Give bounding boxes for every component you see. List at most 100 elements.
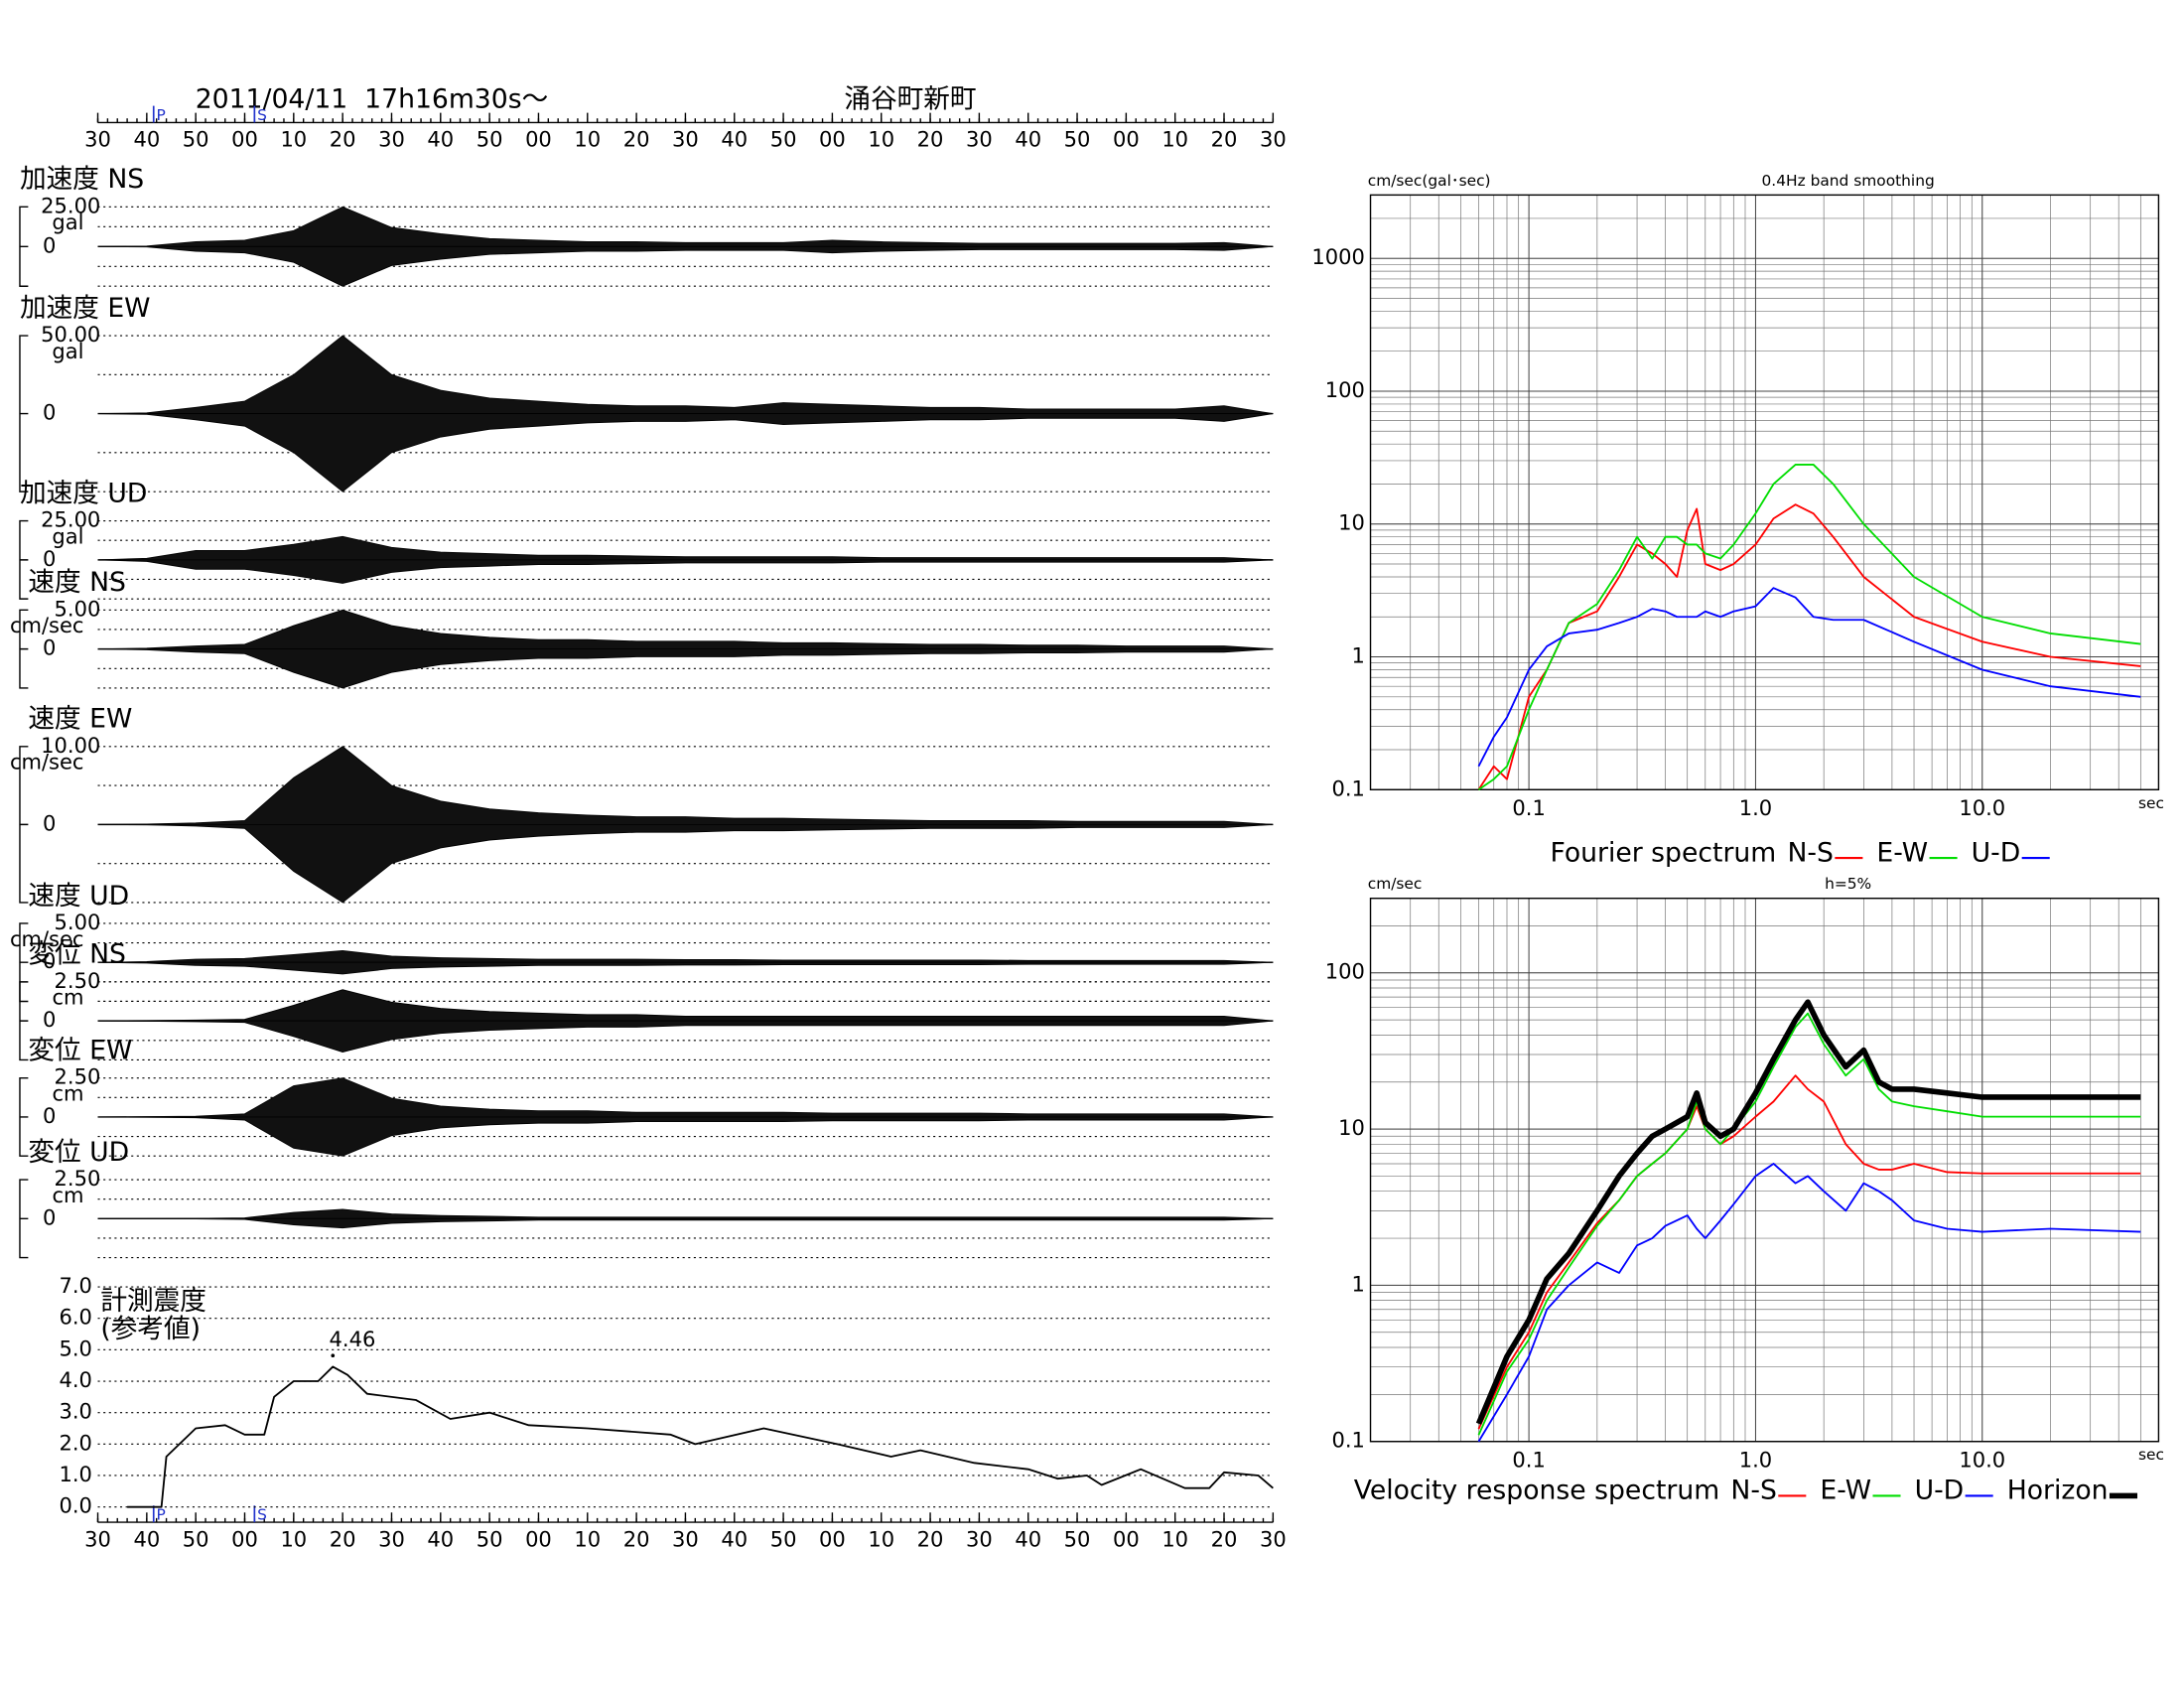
time-tick-label: 20	[1211, 127, 1238, 152]
spectrum-line	[1477, 1012, 2141, 1436]
time-tick-label: 20	[917, 1526, 944, 1551]
time-tick-label: 50	[1064, 1526, 1091, 1551]
record-datetime: 2011/04/11 17h16m30s～	[196, 83, 549, 114]
scale-label: 10.00	[41, 733, 100, 758]
time-tick-label: 30	[378, 127, 405, 152]
spectrum-line	[1477, 1074, 2141, 1430]
peak-label: 4.46	[330, 1327, 376, 1351]
spectrum-line	[1477, 587, 2141, 768]
panel-bracket	[19, 922, 29, 1003]
time-tick-label: 50	[183, 1526, 209, 1551]
time-tick-label: 10	[574, 1526, 601, 1551]
envelope-upper	[97, 335, 1274, 415]
envelope-lower	[97, 961, 1274, 975]
time-tick-label: 40	[133, 1526, 160, 1551]
y-tick-label: 4.0	[59, 1367, 91, 1392]
y-tick-label: 1	[1352, 1271, 1365, 1296]
envelope-lower	[97, 1217, 1274, 1229]
x-tick-label: 0.1	[1512, 1447, 1545, 1472]
legend-label: E-W	[1820, 1476, 1871, 1506]
envelope-upper	[97, 1077, 1274, 1118]
panel-bracket	[19, 981, 29, 1061]
plot-frame	[1369, 898, 2160, 1443]
panel-title: 変位 NS	[28, 939, 126, 970]
time-tick-label: 50	[477, 1526, 503, 1551]
scale-label: 5.00	[55, 596, 101, 621]
envelope-lower	[97, 648, 1274, 689]
time-tick-label: 20	[623, 127, 650, 152]
envelope-lower	[97, 413, 1274, 492]
station-name: 涌谷町新町	[844, 83, 976, 114]
scale-label: 5.00	[55, 910, 101, 934]
envelope-lower	[97, 1116, 1274, 1157]
unit-label: gal	[52, 210, 83, 234]
time-tick-label: 30	[672, 127, 699, 152]
time-tick-label: 30	[966, 127, 993, 152]
time-tick-label: 00	[819, 1526, 846, 1551]
panel-bracket	[19, 206, 29, 287]
unit-label: cm/sec	[10, 613, 84, 637]
y-tick-label: 0.1	[1331, 775, 1364, 800]
time-tick-label: 40	[1015, 127, 1041, 152]
x-tick-label: 10.0	[1959, 795, 2005, 820]
y-tick-label: 3.0	[59, 1399, 91, 1424]
time-tick-label: 30	[1260, 127, 1287, 152]
y-tick-label: 100	[1325, 377, 1365, 402]
plot-frame	[1369, 194, 2160, 790]
scale-label: 25.00	[41, 507, 100, 532]
scale-label: 25.00	[41, 193, 100, 217]
time-tick-label: 10	[1161, 1526, 1188, 1551]
time-tick-label: 50	[183, 127, 209, 152]
y-tick-label: 0	[43, 546, 56, 571]
scale-label: 2.50	[55, 1166, 101, 1191]
y-tick-label: 10	[1338, 1115, 1365, 1140]
time-tick-label: 40	[133, 127, 160, 152]
phase-label: P	[157, 106, 166, 124]
y-tick-label: 10	[1338, 510, 1365, 535]
time-tick-label: 40	[1015, 1526, 1041, 1551]
peak-marker	[331, 1353, 336, 1358]
phase-label: S	[257, 1506, 267, 1524]
y-tick-label: 0	[43, 1204, 56, 1229]
x-tick-label: 1.0	[1739, 1447, 1772, 1472]
x-tick-label: 0.1	[1512, 795, 1545, 820]
y-tick-label: 0	[43, 232, 56, 257]
y-tick-label: 5.0	[59, 1336, 91, 1360]
chart-title: Fourier spectrum	[1550, 837, 1776, 868]
time-tick-label: 20	[330, 127, 356, 152]
chart-subtitle: h=5%	[1825, 875, 1871, 893]
legend-label: E-W	[1876, 837, 1928, 868]
time-tick-label: 00	[525, 1526, 552, 1551]
panel-title: 加速度 NS	[20, 164, 144, 195]
chart-title: Velocity response spectrum	[1354, 1476, 1720, 1506]
panel-title: 変位 UD	[28, 1137, 129, 1168]
y-axis-unit: cm/sec	[1368, 875, 1423, 893]
time-tick-label: 40	[427, 1526, 454, 1551]
legend-label: N-S	[1730, 1476, 1776, 1506]
chart-subtitle: 0.4Hz band smoothing	[1762, 172, 1935, 190]
time-tick-label: 10	[280, 1526, 307, 1551]
envelope-lower	[97, 1020, 1274, 1053]
panel-bracket	[19, 609, 29, 689]
envelope-lower	[97, 823, 1274, 904]
panel-bracket	[19, 1179, 29, 1259]
envelope-upper	[97, 206, 1274, 247]
x-tick-label: 10.0	[1959, 1447, 2005, 1472]
time-tick-label: 10	[280, 127, 307, 152]
time-tick-label: 50	[770, 127, 797, 152]
time-tick-label: 00	[231, 127, 258, 152]
envelope-upper	[97, 950, 1274, 963]
panel-title: 加速度 EW	[20, 293, 151, 324]
panel-bracket	[19, 335, 29, 492]
time-tick-label: 30	[1260, 1526, 1287, 1551]
time-tick-label: 00	[231, 1526, 258, 1551]
unit-label: gal	[52, 339, 83, 363]
y-tick-label: 100	[1325, 959, 1365, 984]
time-tick-label: 00	[1113, 127, 1140, 152]
time-tick-label: 50	[477, 127, 503, 152]
panel-bracket	[19, 746, 29, 904]
time-tick-label: 20	[623, 1526, 650, 1551]
envelope-upper	[97, 1208, 1274, 1219]
unit-label: cm	[52, 1080, 83, 1105]
